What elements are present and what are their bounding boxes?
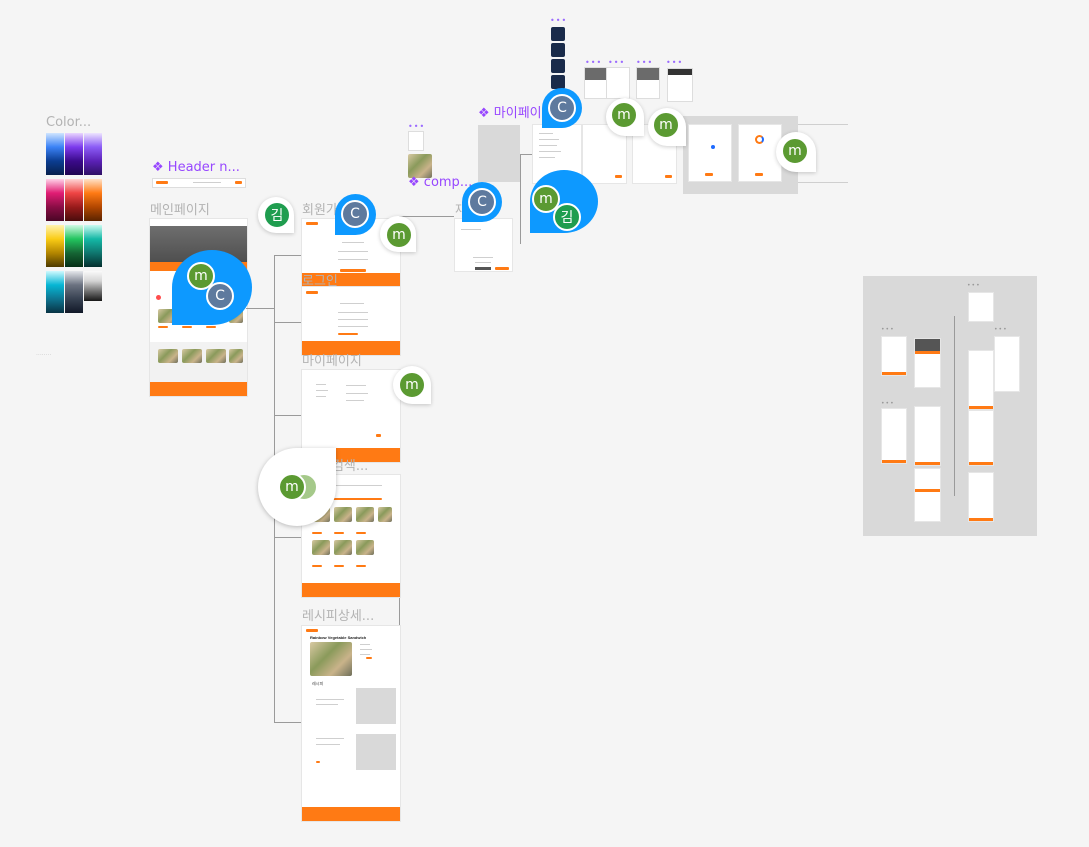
- mypage-frame[interactable]: [301, 369, 401, 463]
- avatar-kim-2[interactable]: 김: [553, 203, 581, 231]
- avatar-c-4[interactable]: C: [548, 94, 576, 122]
- color-palette[interactable]: [46, 133, 102, 313]
- login-frame[interactable]: [301, 286, 401, 356]
- avatar-m-4[interactable]: m: [278, 473, 306, 501]
- avatar-m-8[interactable]: m: [781, 137, 809, 165]
- header-component[interactable]: [152, 178, 246, 188]
- comp-thumb[interactable]: [408, 154, 432, 178]
- misc-j-frame[interactable]: [454, 218, 513, 272]
- signup-label[interactable]: 회원가: [302, 203, 338, 218]
- comp-component-label[interactable]: ❖ comp...: [408, 175, 473, 190]
- recipe-detail-frame[interactable]: Rainbow Vegetable Sandwich 레시피: [301, 625, 401, 822]
- avatar-c-3[interactable]: C: [468, 188, 496, 216]
- component-diamond-icon: ❖: [408, 175, 420, 190]
- mypage-detail-frame-1[interactable]: [582, 124, 627, 184]
- modal-frame-1[interactable]: [584, 67, 608, 99]
- avatar-m-6[interactable]: m: [610, 101, 638, 129]
- modal-frame-2[interactable]: [606, 67, 630, 99]
- comp-dots: •••: [408, 122, 426, 131]
- recipe-title: Rainbow Vegetable Sandwich: [310, 635, 367, 640]
- recipe-detail-label[interactable]: 레시피상세...: [302, 609, 375, 624]
- mypage-component-label[interactable]: ❖ 마이페이: [478, 106, 542, 121]
- calendar-frame[interactable]: [667, 68, 693, 102]
- component-diamond-icon: ❖: [152, 160, 164, 175]
- avatar-c-2[interactable]: C: [206, 282, 234, 310]
- comp-small-frame[interactable]: [408, 131, 424, 151]
- modal-frame-3[interactable]: [636, 67, 660, 99]
- avatar-c-1[interactable]: C: [341, 200, 369, 228]
- main-page-label[interactable]: 메인페이지: [150, 203, 210, 218]
- avatar-kim-1[interactable]: 김: [263, 201, 291, 229]
- avatar-m-2[interactable]: m: [187, 262, 215, 290]
- component-diamond-icon: ❖: [478, 106, 490, 121]
- misc-j-label[interactable]: 재: [455, 203, 467, 218]
- calendar-modal-frame[interactable]: [688, 124, 732, 182]
- misc-small-label: ········: [36, 352, 52, 359]
- mypage-label[interactable]: 마이페이지: [302, 354, 362, 369]
- header-component-label[interactable]: ❖ Header n...: [152, 160, 240, 175]
- overview-section[interactable]: ••• ••• ••• •••: [863, 276, 1037, 536]
- chart-modal-frame[interactable]: [738, 124, 782, 182]
- mypage-component-frame[interactable]: [478, 125, 520, 182]
- recipe-section: 레시피: [312, 681, 324, 686]
- avatar-m-7[interactable]: m: [652, 111, 680, 139]
- avatar-m-1[interactable]: m: [385, 221, 413, 249]
- connector-main: [246, 308, 274, 309]
- login-label[interactable]: 로그인: [302, 274, 338, 289]
- color-frame-label[interactable]: Color...: [46, 115, 92, 130]
- avatar-m-3[interactable]: m: [398, 371, 426, 399]
